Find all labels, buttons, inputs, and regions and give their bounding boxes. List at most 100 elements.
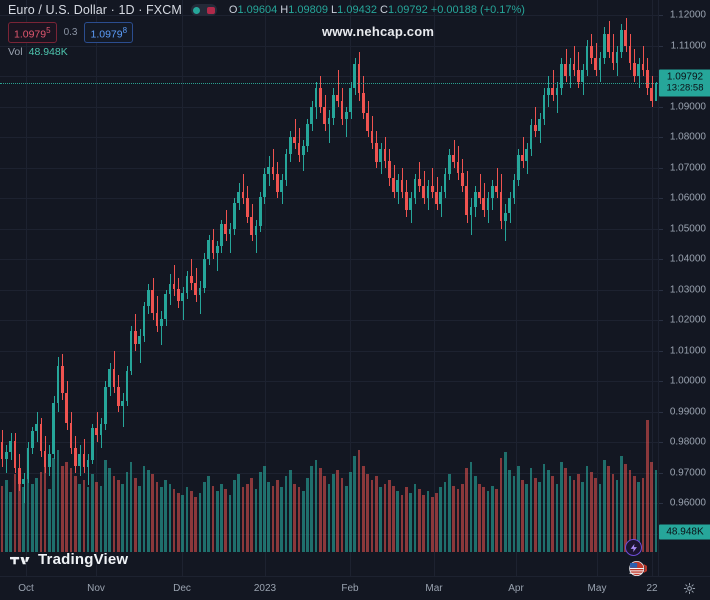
volume-bar — [172, 489, 176, 552]
candle-body-up — [581, 70, 585, 83]
candle-body-down — [417, 179, 421, 187]
gridline-horizontal — [0, 76, 658, 78]
ohlc-close-label: C — [380, 4, 388, 16]
chart-plot-area[interactable] — [0, 0, 658, 576]
price-tick-mark — [659, 442, 663, 444]
volume-bar — [417, 489, 421, 552]
candle-body-up — [284, 154, 288, 180]
candlestick-series — [0, 18, 658, 504]
volume-bar — [134, 477, 137, 552]
candle-body-down — [577, 70, 580, 83]
candle-wick — [230, 222, 231, 254]
candle-wick — [200, 280, 201, 315]
volume-bar — [108, 467, 111, 552]
volume-bar — [534, 477, 537, 552]
candle-body-down — [551, 87, 554, 95]
candle-body-down — [357, 64, 361, 93]
symbol-title[interactable]: Euro / U.S. Dollar · 1D · FXCM — [8, 3, 182, 17]
candle-body-up — [207, 240, 210, 260]
volume-bar — [568, 475, 572, 552]
price-tick-label: 1.03000 — [669, 284, 706, 296]
gridline-vertical — [350, 0, 351, 576]
ohlc-close-value: 1.09792 — [387, 4, 428, 16]
volume-bar — [581, 481, 585, 552]
candle-body-down — [422, 186, 425, 198]
candle-wick — [643, 45, 644, 77]
volume-legend[interactable]: Vol 48.948K — [8, 46, 525, 58]
volume-bar — [306, 477, 309, 552]
price-tick-label: 0.97000 — [669, 467, 706, 479]
candle-body-up — [473, 192, 477, 207]
candle-body-up — [104, 387, 107, 424]
series-style-toggle[interactable] — [190, 4, 217, 16]
volume-bar — [508, 469, 511, 552]
volume-bar — [443, 481, 447, 552]
volume-bar — [207, 475, 210, 552]
candle-body-down — [495, 186, 499, 193]
candle-body-down — [319, 87, 322, 107]
volume-bar — [413, 483, 417, 552]
candle-body-up — [254, 226, 258, 235]
spread-value: 0.3 — [63, 27, 78, 38]
volume-bar — [30, 483, 34, 552]
time-tick-label: May — [587, 583, 607, 594]
candle-body-up — [147, 289, 150, 307]
candle-body-down — [456, 161, 460, 174]
candle-body-up — [426, 186, 430, 198]
price-axis[interactable]: 1.09792 13:28:58 48.948K 1.12000 1.11000 1… — [658, 0, 710, 576]
gridline-vertical — [434, 0, 435, 576]
volume-bar — [35, 477, 38, 552]
current-price-badge: 1.09792 13:28:58 — [659, 69, 710, 97]
candle-body-down — [366, 112, 370, 131]
volume-bar — [559, 462, 563, 552]
time-axis[interactable]: Oct Nov Dec 2023 Feb Mar Apr May 22 — [0, 576, 710, 600]
current-price-time: 13:28:58 — [666, 82, 704, 94]
candle-wick — [161, 311, 162, 345]
candle-body-up — [198, 288, 202, 296]
candle-body-up — [525, 149, 529, 161]
volume-bar — [314, 460, 318, 552]
candle-body-up — [396, 179, 400, 192]
candle-body-down — [0, 442, 4, 459]
candle-body-up — [443, 173, 447, 193]
candle-body-down — [211, 240, 215, 254]
ask-price-value: 1.0979 — [90, 28, 123, 41]
candle-body-up — [602, 33, 606, 58]
bid-price-box[interactable]: 1.09795 — [8, 21, 57, 44]
candle-body-up — [138, 336, 142, 344]
gear-icon[interactable] — [683, 582, 696, 595]
candle-body-down — [594, 57, 597, 70]
candle-body-up — [86, 459, 90, 468]
lightning-bolt-button[interactable] — [625, 539, 642, 556]
candle-body-up — [349, 88, 352, 113]
volume-bar — [572, 479, 576, 552]
volume-bar — [525, 483, 529, 552]
candle-body-up — [310, 106, 314, 124]
price-tick-label: 1.00000 — [669, 375, 706, 387]
us-flag-button[interactable] — [628, 559, 647, 578]
volume-bar — [190, 491, 193, 552]
candle-body-down — [190, 276, 193, 283]
volume-bar — [460, 483, 464, 552]
price-tick-mark — [659, 472, 663, 474]
ohlc-open-label: O — [228, 4, 238, 16]
volume-bar — [547, 469, 550, 552]
gridline-horizontal — [0, 15, 658, 17]
candle-body-up — [542, 94, 546, 119]
volume-bar — [185, 487, 189, 552]
volume-bar — [499, 458, 503, 552]
ask-price-box[interactable]: 1.09798 — [84, 21, 134, 44]
tradingview-logo[interactable]: TradingView — [10, 551, 128, 568]
candle-body-up — [30, 430, 34, 448]
candle-body-down — [499, 192, 503, 222]
candle-body-down — [482, 198, 486, 210]
candle-body-up — [654, 82, 658, 101]
candle-body-down — [245, 197, 249, 217]
volume-bar — [323, 475, 327, 552]
candle-body-up — [288, 137, 292, 154]
volume-bar — [91, 473, 94, 552]
candle-body-up — [125, 370, 129, 402]
price-tick-mark — [659, 259, 663, 261]
candle-body-down — [65, 392, 68, 424]
